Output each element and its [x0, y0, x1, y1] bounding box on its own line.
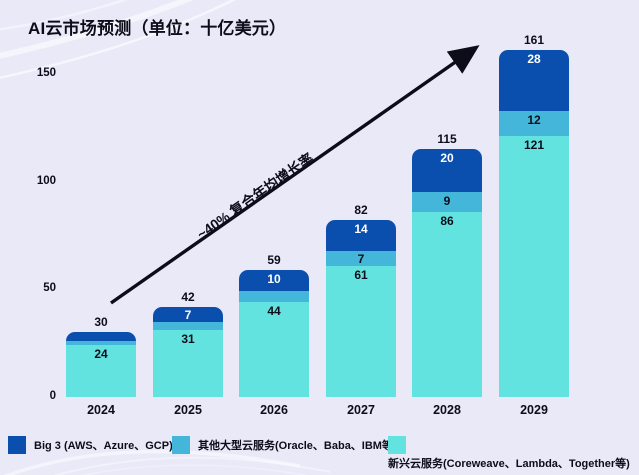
bar-2028-segment-label: 9 [443, 194, 451, 209]
legend-swatch-big3 [8, 436, 26, 454]
x-axis-label-2026: 2026 [260, 403, 288, 417]
y-axis-tick-label: 150 [36, 67, 56, 79]
bar-2024-total-label: 30 [94, 315, 108, 330]
x-axis-label-2024: 2024 [87, 403, 115, 417]
bar-2029-segment-label: 121 [523, 138, 545, 153]
bar-2026-total-label: 59 [267, 252, 281, 267]
bar-2025-segment-emerging [153, 330, 223, 397]
bar-2026-segment-label: 10 [267, 271, 281, 286]
bar-2026-segment-other [239, 291, 309, 303]
legend-label: Big 3 (AWS、Azure、GCP) [34, 440, 173, 452]
legend-item-emerging: 新兴云服务(Coreweave、Lambda、Together等) [388, 436, 639, 470]
bar-2028-segment-emerging [412, 211, 482, 397]
bar-2027-segment-label: 7 [357, 252, 365, 267]
bar-2026-segment-emerging [239, 302, 309, 397]
bar-2024-segment-emerging [66, 345, 136, 397]
x-axis-label-2027: 2027 [347, 403, 375, 417]
bar-2025-total-label: 42 [181, 289, 195, 304]
bar-2028-total-label: 115 [437, 132, 457, 147]
bar-2029-segment-label: 28 [527, 52, 541, 67]
bar-2024-segment-big3 [66, 332, 136, 341]
bar-2027-segment-label: 61 [354, 267, 368, 282]
x-axis-label-2028: 2028 [433, 403, 461, 417]
x-axis-label-2029: 2029 [520, 403, 548, 417]
bar-2025-segment-big3 [153, 306, 223, 322]
bar-2029-total-label: 161 [523, 33, 545, 48]
x-axis-label-2025: 2025 [174, 403, 202, 417]
y-axis-tick-label: 100 [36, 174, 56, 187]
chart-title: AI云市场预测（单位：十亿美元） [28, 19, 287, 38]
bar-2024-segment-label: 24 [94, 347, 108, 362]
y-axis-tick-label: 0 [49, 390, 56, 402]
legend-item-big3: Big 3 (AWS、Azure、GCP) [8, 436, 173, 455]
bar-2025-segment-other [153, 321, 223, 331]
bar-2029-segment-other [499, 110, 569, 137]
legend-item-other: 其他大型云服务(Oracle、Baba、IBM等) [172, 436, 397, 455]
bar-2027-segment-label: 14 [354, 222, 368, 237]
legend-label: 其他大型云服务(Oracle、Baba、IBM等) [198, 440, 397, 452]
bar-2024-segment-other [66, 341, 136, 346]
bar-2029-segment-emerging [499, 136, 569, 397]
bar-2025-segment-label: 31 [181, 332, 195, 347]
legend-swatch-emerging [388, 436, 406, 454]
bar-2026-segment-label: 44 [267, 304, 281, 319]
bar-2028-segment-label: 86 [440, 213, 454, 228]
bar-2029-segment-label: 12 [527, 112, 541, 127]
legend-swatch-other [172, 436, 190, 454]
bar-2027-total-label: 82 [354, 203, 368, 218]
legend-label: 新兴云服务(Coreweave、Lambda、Together等) [388, 458, 630, 470]
bar-2029-segment-big3 [499, 50, 569, 111]
y-axis-tick-label: 50 [43, 282, 56, 295]
bar-2025-segment-label: 7 [184, 308, 192, 323]
bar-2028-segment-label: 20 [440, 151, 454, 166]
bar-2027-segment-emerging [326, 265, 396, 397]
